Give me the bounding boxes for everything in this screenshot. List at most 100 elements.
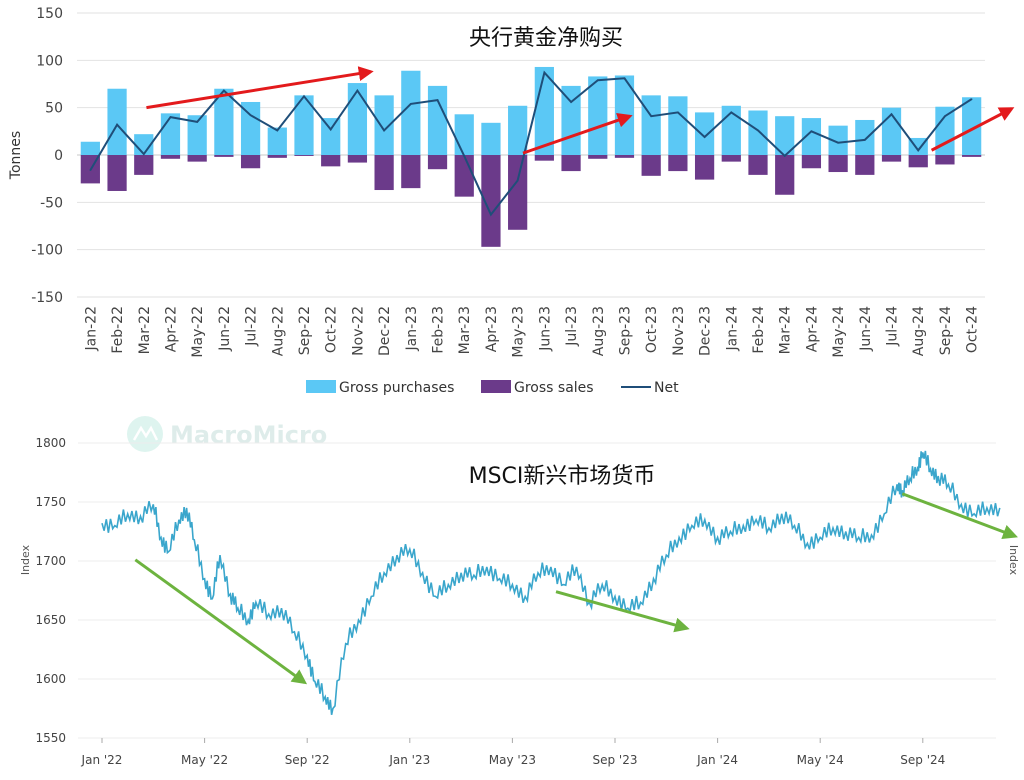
bar-gross-purchases (855, 119, 875, 155)
x-tick-label: Nov-23 (671, 306, 687, 356)
gold-chart-x-ticks: Jan-22 Feb-22 Mar-22 Apr-22 May-22 Jun-22 Jul-… (83, 306, 980, 358)
y-tick-label: 1550 (35, 731, 66, 745)
em-chart-title: MSCI新兴市场货币 (469, 464, 656, 489)
net-point (917, 149, 920, 152)
x-tick-label: Jan-23 (404, 306, 420, 351)
em-chart-trend-arrows (134, 492, 1018, 685)
x-tick-label: Oct-22 (324, 306, 340, 353)
trend-arrow (901, 492, 1018, 540)
x-tick-label: Mar-22 (137, 306, 153, 354)
bar-gross-sales (160, 155, 181, 159)
y-tick-label: 50 (45, 101, 63, 117)
x-tick-label: Jan '24 (696, 753, 738, 767)
net-point (810, 130, 813, 133)
x-tick-label: Feb-24 (751, 306, 767, 354)
trend-arrow (930, 107, 1015, 152)
net-point (730, 111, 733, 114)
bar-gross-purchases (214, 88, 234, 155)
net-point (783, 155, 786, 157)
x-tick-label: Aug-24 (911, 306, 927, 356)
bar-gross-purchases (828, 125, 848, 155)
x-tick-label: Mar-24 (778, 306, 794, 354)
watermark-macromicro: MacroMicro (127, 416, 327, 452)
bar-gross-purchases (401, 70, 421, 155)
net-point (703, 136, 706, 138)
legend-label-gross-sales: Gross sales (514, 380, 594, 396)
net-point (169, 116, 172, 118)
em-chart-gridlines (78, 442, 996, 739)
em-chart-y-axis-label: Index (19, 544, 32, 575)
bar-gross-purchases (80, 141, 100, 155)
bar-gross-sales (614, 155, 635, 158)
x-tick-label: Dec-23 (698, 306, 714, 356)
macromicro-logo-mark (132, 425, 159, 441)
bar-gross-sales (748, 155, 768, 175)
bar-gross-purchases (694, 112, 715, 155)
net-line (89, 70, 973, 217)
legend-label-gross-purchases: Gross purchases (339, 380, 454, 396)
gold-chart-net-line-layer (89, 70, 973, 217)
x-tick-label: Jun-22 (217, 306, 233, 352)
x-tick-label: Feb-23 (431, 306, 447, 354)
net-point (276, 129, 279, 132)
em-currency-chart: MacroMicro 1800 1750 1700 1650 1600 1550 Inde… (19, 416, 1020, 767)
net-point (543, 71, 546, 74)
x-tick-label: Aug-22 (270, 306, 286, 356)
watermark-text: MacroMicro (170, 421, 327, 449)
trend-arrow (522, 113, 633, 155)
bar-gross-purchases (107, 88, 127, 155)
net-point (436, 99, 439, 101)
bar-gross-sales (427, 155, 448, 170)
net-point (516, 179, 519, 182)
bar-gross-purchases (267, 127, 287, 155)
net-point (970, 98, 973, 100)
bar-gross-sales (908, 155, 928, 168)
y-tick-label: 1600 (35, 672, 66, 686)
net-point (623, 77, 626, 80)
net-point (570, 101, 572, 103)
x-tick-label: Sep '24 (900, 753, 945, 767)
x-tick-label: Jan-24 (724, 306, 740, 352)
bar-gross-sales (134, 155, 154, 175)
y-tick-label: 1650 (35, 613, 66, 627)
bar-gross-sales (214, 155, 234, 157)
bar-gross-sales (962, 155, 982, 157)
net-point (89, 169, 92, 171)
bar-gross-sales (481, 155, 501, 247)
bar-gross-purchases (454, 114, 474, 155)
x-tick-label: Dec-22 (377, 306, 393, 356)
y-tick-label: 1800 (35, 436, 66, 450)
gold-chart-y-axis-label: Tonnes (8, 131, 24, 180)
bar-gross-purchases (801, 118, 822, 155)
bar-gross-purchases (427, 85, 448, 155)
x-tick-label: Mar-23 (457, 306, 473, 354)
bar-gross-sales (641, 155, 661, 176)
bar-gross-sales (107, 155, 127, 191)
bar-gross-sales (374, 155, 394, 191)
bar-gross-sales (508, 155, 528, 230)
bar-gross-sales (454, 155, 474, 197)
bar-gross-sales (935, 155, 955, 165)
bar-gross-purchases (962, 97, 982, 155)
bar-gross-purchases (508, 105, 528, 155)
bar-gross-sales (721, 155, 741, 162)
legend-swatch-gross-purchases (306, 380, 336, 393)
net-point (142, 153, 145, 155)
x-tick-label: Nov-22 (350, 306, 366, 356)
bar-gross-sales (881, 155, 902, 162)
net-point (249, 114, 252, 117)
x-tick-label: Sep-22 (297, 306, 313, 355)
x-tick-label: Apr-24 (804, 306, 820, 352)
em-chart-line-layer (101, 450, 1001, 715)
bar-gross-purchases (775, 116, 795, 155)
gold-chart-title: 央行黄金净购买 (469, 26, 623, 51)
y-tick-label: 0 (54, 148, 63, 164)
y-tick-label: 100 (36, 53, 63, 69)
net-point (864, 139, 866, 141)
em-currency-line (101, 450, 1001, 715)
bar-gross-sales (828, 155, 848, 173)
gold-chart-bars (80, 66, 982, 247)
x-tick-label: Jan '22 (81, 753, 123, 767)
net-point (196, 121, 198, 123)
